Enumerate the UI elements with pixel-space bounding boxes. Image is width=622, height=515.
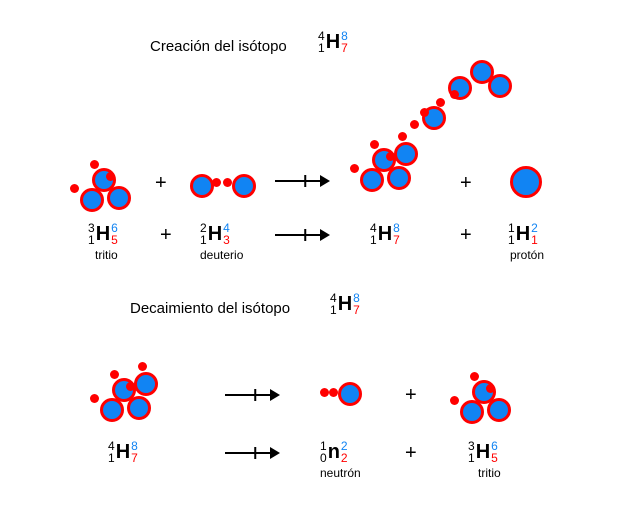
nuclide-H3: 31H65 <box>88 222 118 246</box>
proton-icon <box>190 174 214 198</box>
proton-icon <box>360 168 384 192</box>
neutron-dot-icon <box>486 384 495 393</box>
proton-icon <box>338 382 362 406</box>
plus-1f: + <box>160 224 172 247</box>
nuclide-title2-H4: 41H87 <box>330 292 360 316</box>
neutron-dot-icon <box>320 388 329 397</box>
title-decay: Decaimiento del isótopo <box>130 300 290 317</box>
neutron-dot-icon <box>90 394 99 403</box>
proton-icon <box>232 174 256 198</box>
neutron-dot-icon <box>212 178 221 187</box>
label-deuterio: deuterio <box>200 248 243 262</box>
nuclide-H4-2: 41H87 <box>108 440 138 464</box>
neutron-dot-icon <box>436 98 445 107</box>
title-creation: Creación del isótopo <box>150 38 287 55</box>
neutron-dot-icon <box>470 372 479 381</box>
neutron-dot-icon <box>126 382 135 391</box>
proton-icon <box>100 398 124 422</box>
nuclide-H2: 21H43 <box>200 222 230 246</box>
neutron-dot-icon <box>90 160 99 169</box>
nuclide-H1: 11H21 <box>508 222 538 246</box>
nuclide-title-H4: 41H87 <box>318 30 348 54</box>
plus-3f: + <box>405 442 417 465</box>
label-proton: protón <box>510 248 544 262</box>
plus-3: + <box>405 384 417 407</box>
neutron-dot-icon <box>110 370 119 379</box>
neutron-dot-icon <box>398 132 407 141</box>
plus-2f: + <box>460 224 472 247</box>
neutron-dot-icon <box>329 388 338 397</box>
proton-icon <box>487 398 511 422</box>
plus-2: + <box>460 172 472 195</box>
nuclide-H3-2: 31H65 <box>468 440 498 464</box>
proton-icon <box>488 74 512 98</box>
proton-icon <box>127 396 151 420</box>
plus-1: + <box>155 172 167 195</box>
neutron-dot-icon <box>410 120 419 129</box>
neutron-dot-icon <box>70 184 79 193</box>
neutron-dot-icon <box>106 172 115 181</box>
neutron-dot-icon <box>350 164 359 173</box>
arrow-1 <box>275 172 330 190</box>
arrow-1f <box>275 226 330 244</box>
proton-icon <box>510 166 542 198</box>
proton-icon <box>107 186 131 210</box>
neutron-dot-icon <box>420 108 429 117</box>
neutron-dot-icon <box>450 90 459 99</box>
neutron-dot-icon <box>370 140 379 149</box>
proton-icon <box>387 166 411 190</box>
neutron-dot-icon <box>223 178 232 187</box>
proton-icon <box>80 188 104 212</box>
proton-icon <box>134 372 158 396</box>
proton-icon <box>394 142 418 166</box>
neutron-dot-icon <box>450 396 459 405</box>
label-tritio-2: tritio <box>478 466 501 480</box>
neutron-dot-icon <box>386 152 395 161</box>
arrow-2 <box>225 386 280 404</box>
label-tritio: tritio <box>95 248 118 262</box>
arrow-2f <box>225 444 280 462</box>
label-neutron: neutrón <box>320 466 361 480</box>
nuclide-H4: 41H87 <box>370 222 400 246</box>
neutron-dot-icon <box>138 362 147 371</box>
nuclide-n: 10n22 <box>320 440 348 464</box>
proton-icon <box>460 400 484 424</box>
